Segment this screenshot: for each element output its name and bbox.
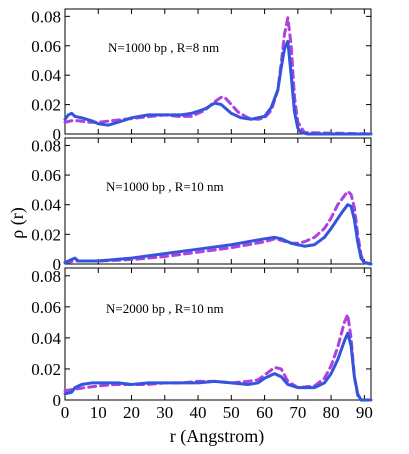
y-tick-label: 0.02: [31, 360, 61, 379]
x-tick-label: 60: [256, 403, 273, 422]
y-tick-label: 0.08: [31, 136, 61, 155]
y-tick-label: 0.04: [31, 329, 61, 348]
y-tick-label: 0.02: [31, 225, 61, 244]
x-tick-label: 50: [223, 403, 240, 422]
x-tick-label: 10: [90, 403, 107, 422]
y-tick-label: 0.08: [31, 267, 61, 286]
x-tick-label: 70: [289, 403, 306, 422]
y-tick-label: 0.08: [31, 7, 61, 26]
panel-1: 0 0.02 0.04 0.06 0.08 N=1000 bp , R=8 nm: [31, 7, 373, 144]
series-solid-line: [63, 39, 373, 136]
panel-label: N=1000 bp , R=10 nm: [106, 179, 224, 194]
y-axis-label: ρ (r): [7, 207, 28, 238]
panel-label: N=1000 bp , R=8 nm: [108, 40, 219, 55]
x-axis-label: r (Angstrom): [170, 426, 264, 447]
panel-2: 0 0.02 0.04 0.06 0.08 N=1000 bp , R=10 nm: [31, 136, 373, 274]
x-tick-label: 80: [323, 403, 340, 422]
x-tick-label: 90: [356, 403, 373, 422]
panel-frame: [64, 8, 372, 135]
y-tick-label: 0.06: [31, 298, 61, 317]
panel-frame: [64, 137, 372, 265]
series-dashed-line: [63, 16, 373, 136]
panel-label: N=2000 bp , R=10 nm: [106, 301, 224, 316]
series-dashed-line: [63, 313, 373, 402]
x-tick-label: 20: [123, 403, 140, 422]
panel-frame: [64, 267, 372, 401]
y-tick-label: 0.02: [31, 96, 61, 115]
y-tick-label: 0.04: [31, 66, 61, 85]
y-tick-label: 0: [53, 391, 62, 410]
y-tick-label: 0: [53, 255, 62, 274]
series-solid-line: [63, 203, 373, 266]
y-tick-label: 0: [53, 125, 62, 144]
y-tick-label: 0.06: [31, 166, 61, 185]
x-tick-label: 0: [61, 403, 70, 422]
y-tick-label: 0.04: [31, 196, 61, 215]
series-dashed-line: [63, 189, 373, 266]
x-tick-label: 30: [156, 403, 173, 422]
series-solid-line: [63, 331, 373, 402]
panel-3: 0 0.02 0.04 0.06 0.08 0 10 20 30 40 50 60 70 80 90 N=20…: [31, 267, 373, 422]
y-tick-label: 0.06: [31, 37, 61, 56]
x-tick-label: 40: [190, 403, 207, 422]
